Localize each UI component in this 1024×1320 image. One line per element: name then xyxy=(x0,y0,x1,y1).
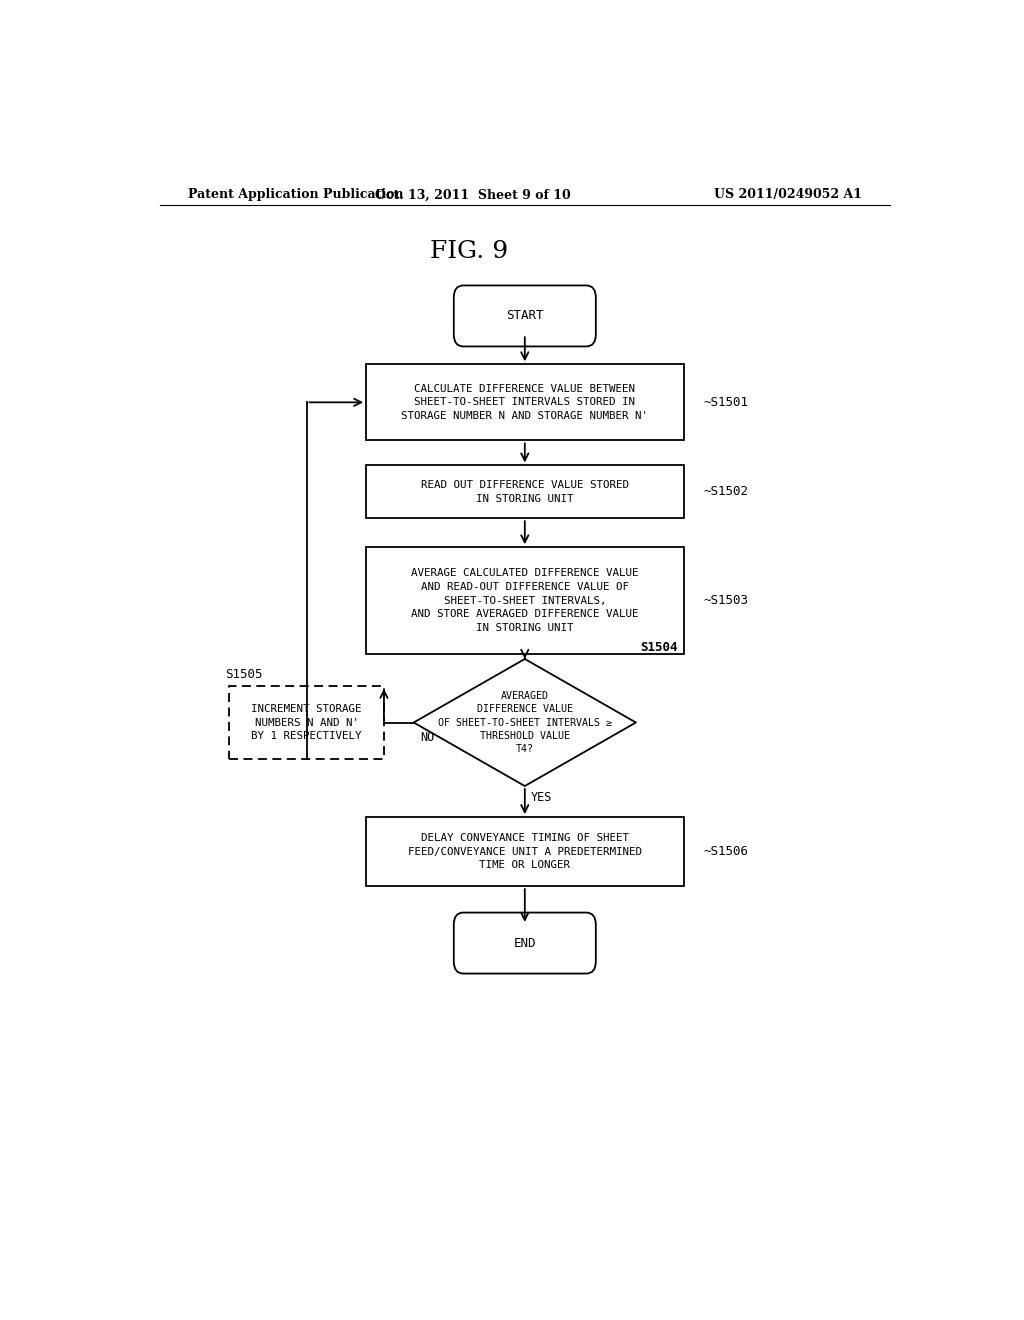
Bar xyxy=(367,466,684,519)
Text: DELAY CONVEYANCE TIMING OF SHEET
FEED/CONVEYANCE UNIT A PREDETERMINED
TIME OR LO: DELAY CONVEYANCE TIMING OF SHEET FEED/CO… xyxy=(408,833,642,870)
Text: Patent Application Publication: Patent Application Publication xyxy=(187,189,403,202)
Bar xyxy=(367,548,684,653)
Text: Oct. 13, 2011  Sheet 9 of 10: Oct. 13, 2011 Sheet 9 of 10 xyxy=(376,189,571,202)
Bar xyxy=(367,364,684,441)
Bar xyxy=(229,686,384,759)
FancyBboxPatch shape xyxy=(454,285,596,346)
Text: AVERAGE CALCULATED DIFFERENCE VALUE
AND READ-OUT DIFFERENCE VALUE OF
SHEET-TO-SH: AVERAGE CALCULATED DIFFERENCE VALUE AND … xyxy=(411,569,639,632)
Text: INCREMENT STORAGE
NUMBERS N AND N'
BY 1 RESPECTIVELY: INCREMENT STORAGE NUMBERS N AND N' BY 1 … xyxy=(251,704,361,741)
Text: END: END xyxy=(514,937,536,949)
FancyBboxPatch shape xyxy=(454,912,596,974)
Text: START: START xyxy=(506,309,544,322)
Text: S1505: S1505 xyxy=(225,668,263,681)
Text: READ OUT DIFFERENCE VALUE STORED
IN STORING UNIT: READ OUT DIFFERENCE VALUE STORED IN STOR… xyxy=(421,480,629,503)
Text: S1504: S1504 xyxy=(640,642,677,653)
Text: ~S1503: ~S1503 xyxy=(703,594,749,607)
Text: CALCULATE DIFFERENCE VALUE BETWEEN
SHEET-TO-SHEET INTERVALS STORED IN
STORAGE NU: CALCULATE DIFFERENCE VALUE BETWEEN SHEET… xyxy=(401,384,648,421)
Polygon shape xyxy=(414,659,636,785)
Bar xyxy=(367,817,684,886)
Text: YES: YES xyxy=(530,791,552,804)
Text: NO: NO xyxy=(420,731,434,743)
Text: AVERAGED
DIFFERENCE VALUE
OF SHEET-TO-SHEET INTERVALS ≥
THRESHOLD VALUE
T4?: AVERAGED DIFFERENCE VALUE OF SHEET-TO-SH… xyxy=(438,692,611,754)
Text: ~S1506: ~S1506 xyxy=(703,845,749,858)
Text: FIG. 9: FIG. 9 xyxy=(430,240,508,264)
Text: US 2011/0249052 A1: US 2011/0249052 A1 xyxy=(714,189,862,202)
Text: ~S1501: ~S1501 xyxy=(703,396,749,409)
Text: ~S1502: ~S1502 xyxy=(703,486,749,498)
